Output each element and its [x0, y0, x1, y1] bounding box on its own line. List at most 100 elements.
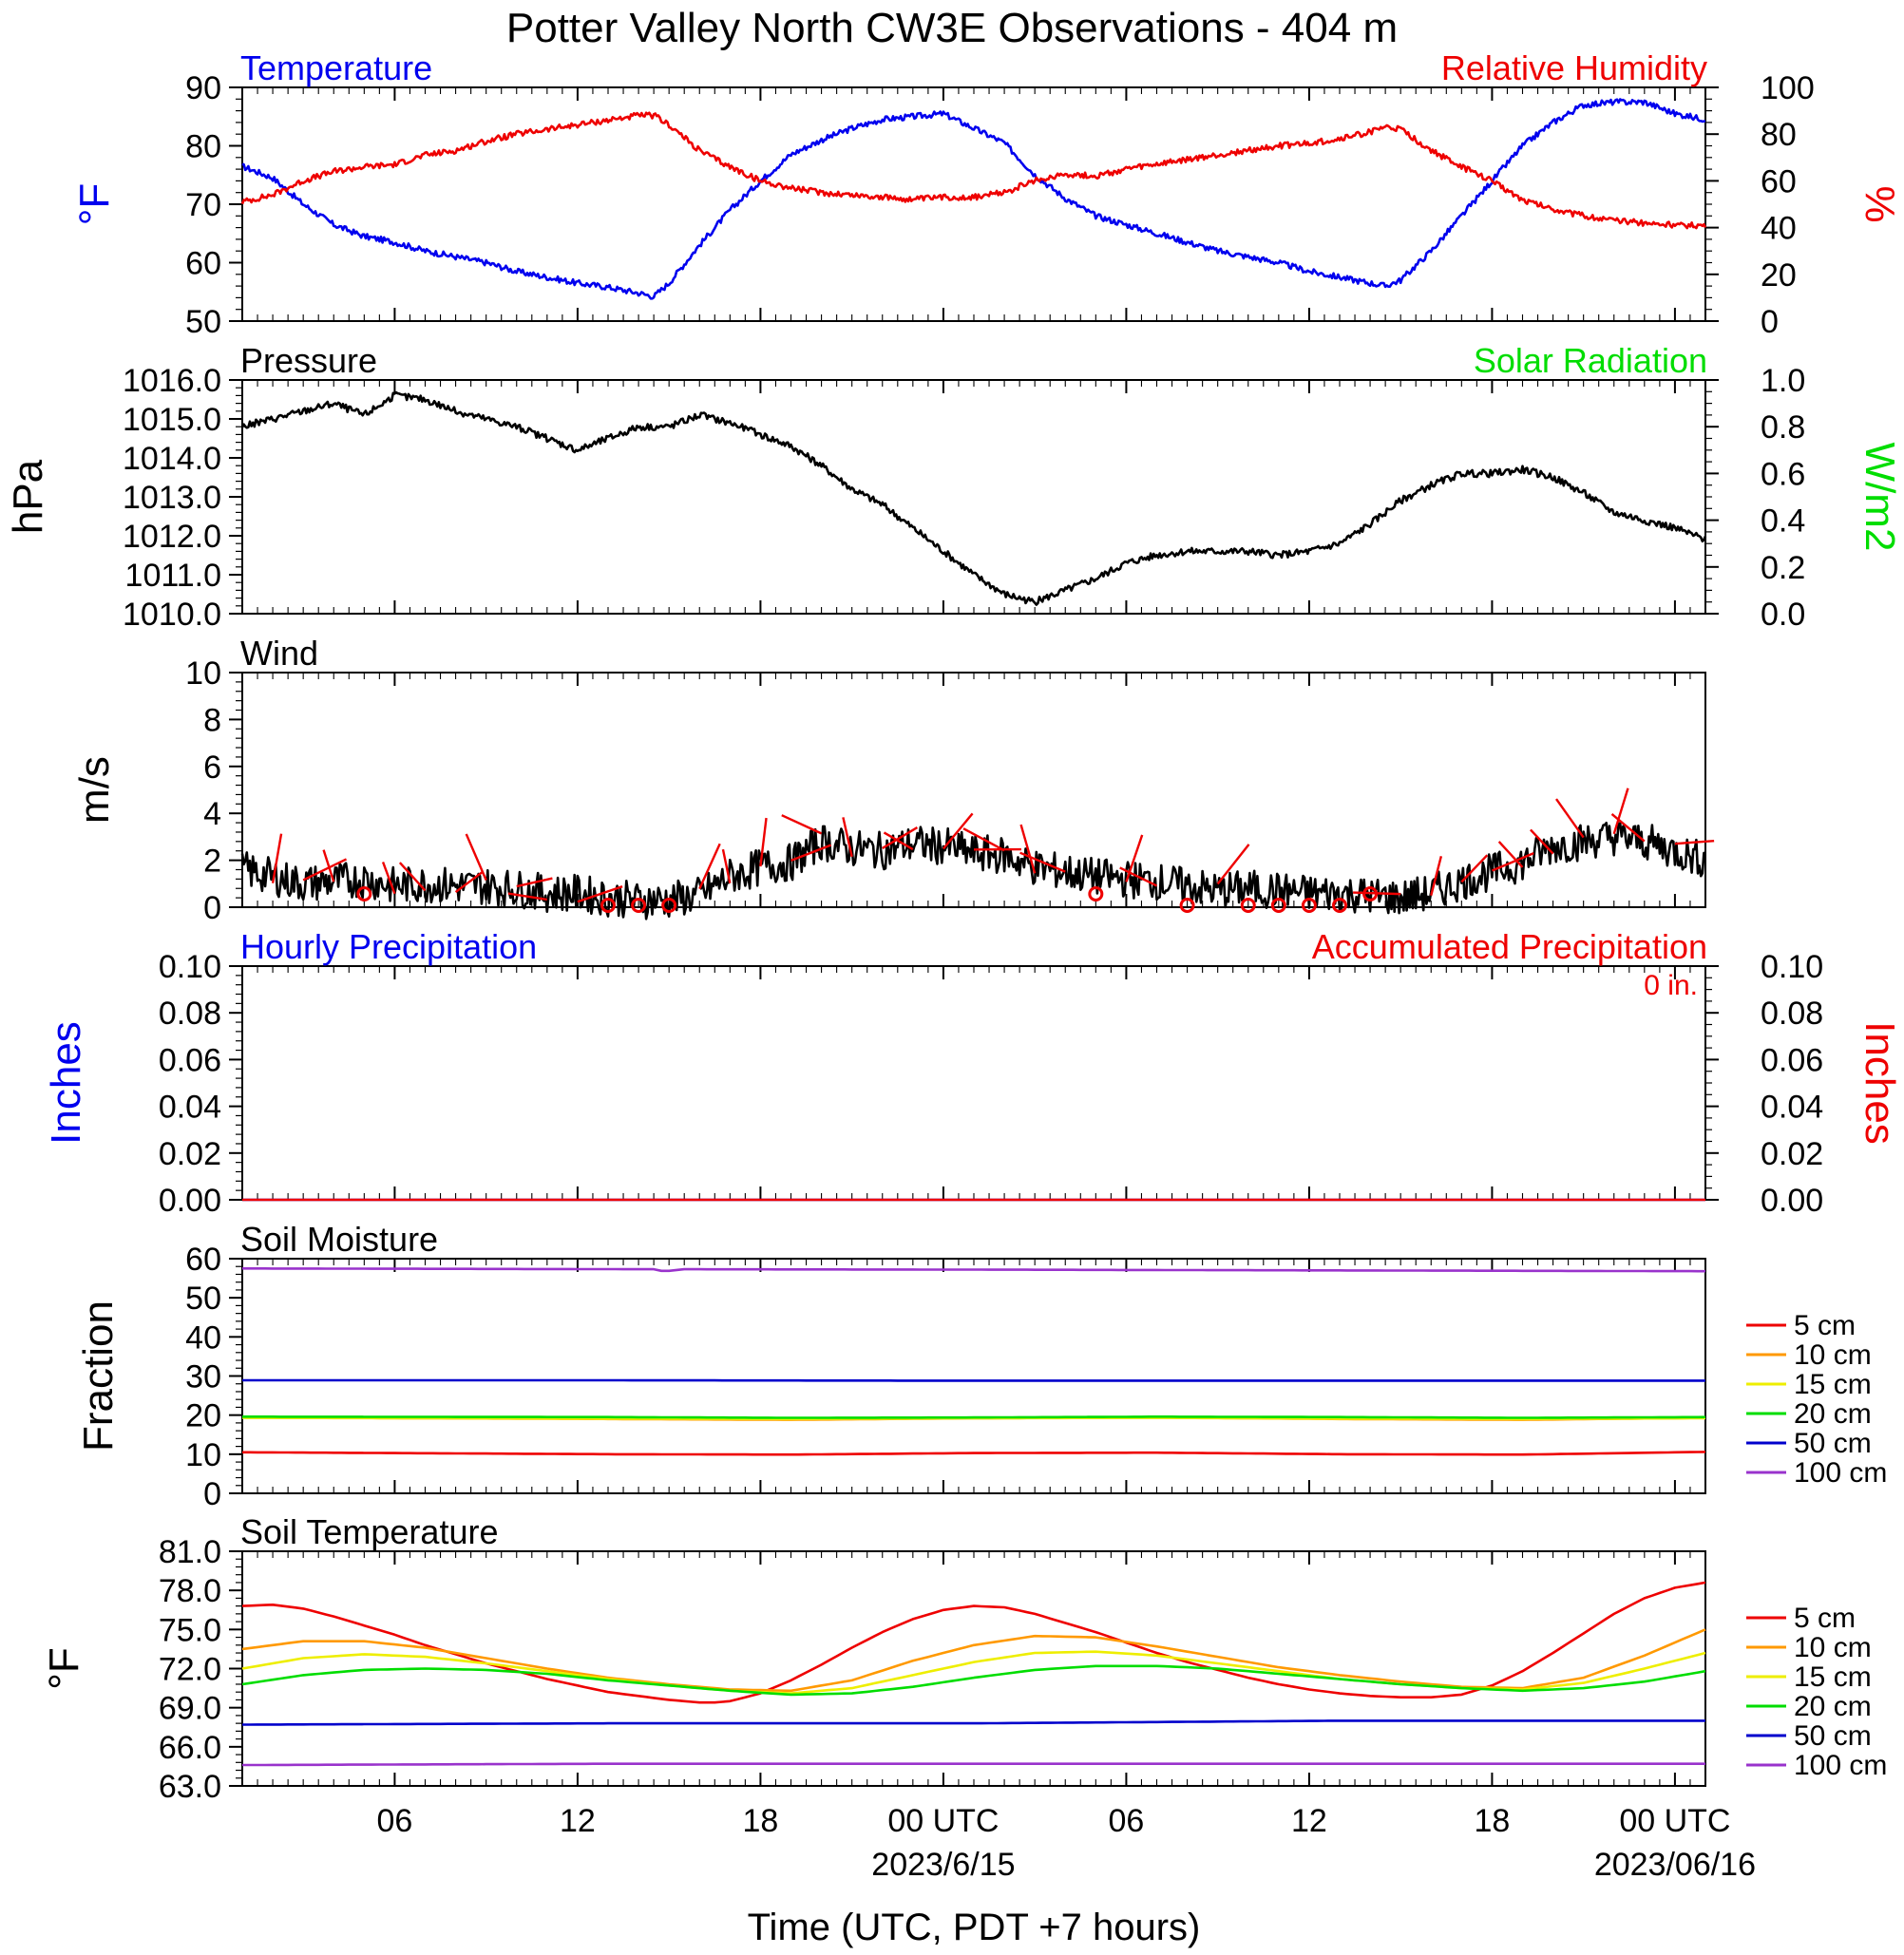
y-tick-label: 80 — [185, 129, 221, 165]
wind-barb — [454, 870, 485, 894]
y-tick-label: 50 — [185, 304, 221, 340]
y-tick-label: 20 — [1761, 257, 1797, 294]
plot-frame — [241, 672, 1706, 908]
y-tick-label: 66.0 — [159, 1730, 221, 1766]
y-tick-label: 0.00 — [159, 1183, 221, 1219]
y-tick-label: 0.0 — [1761, 597, 1805, 633]
wind-barb — [1555, 798, 1585, 839]
calm-wind-marker — [1362, 886, 1379, 902]
wind-barb — [1497, 841, 1524, 868]
series-line-100-cm — [242, 1762, 1705, 1767]
x-tick-label: 12 — [560, 1803, 596, 1839]
y-tick-label: 0.10 — [159, 949, 221, 985]
x-tick-label: 00 UTC — [887, 1803, 999, 1839]
wind-barb — [1460, 854, 1489, 883]
y-tick-label: 10 — [185, 655, 221, 692]
wind-barb — [465, 833, 487, 881]
y-tick-label: 1014.0 — [123, 441, 221, 477]
calm-wind-marker — [600, 898, 616, 913]
legend-label: 5 cm — [1794, 1603, 1856, 1634]
wind-barb — [781, 814, 823, 835]
series-line-50-cm — [242, 1719, 1705, 1726]
wind-barb — [842, 817, 853, 858]
wind-barb — [1125, 834, 1144, 883]
panel-title-right: Accumulated Precipitation — [1312, 927, 1707, 966]
time-axis-label: Time (UTC, PDT +7 hours) — [748, 1907, 1201, 1948]
wind-barb — [1019, 824, 1037, 874]
plot-frame — [241, 86, 1706, 322]
calm-wind-marker — [1332, 898, 1347, 913]
y-tick-label: 69.0 — [159, 1691, 221, 1727]
wind-barb — [1530, 828, 1554, 855]
y-tick-label: 0.08 — [1761, 996, 1823, 1032]
panel-hourly-precipitation: 0.00 0.02 0.04 0.06 0.08 0.10 0.00 0.02 0.04 0.06… — [43, 927, 1903, 1219]
y-tick-label: 70 — [185, 187, 221, 223]
plot-frame — [241, 1258, 1706, 1494]
legend-label: 50 cm — [1794, 1720, 1872, 1752]
y-tick-label: 1015.0 — [123, 402, 221, 438]
legend-label: 100 cm — [1794, 1457, 1887, 1489]
wind-barb — [1674, 839, 1715, 845]
y-tick-label: 0.04 — [1761, 1090, 1823, 1126]
y-tick-label: 10 — [185, 1437, 221, 1473]
series-line-relative-humidity — [240, 111, 1707, 230]
panel-title-left: Pressure — [240, 341, 377, 380]
calm-wind-marker — [1270, 898, 1286, 913]
y-tick-label: 72.0 — [159, 1652, 221, 1688]
wind-barb — [698, 843, 721, 890]
wind-barb — [790, 844, 831, 862]
x-tick-label: 06 — [377, 1803, 413, 1839]
series-line-20-cm — [242, 1415, 1706, 1419]
legend-label: 50 cm — [1794, 1428, 1872, 1459]
calm-wind-marker — [631, 898, 647, 913]
plot-frame — [241, 965, 1706, 1201]
wind-barb — [381, 861, 396, 895]
y-axis-label-left: °F — [71, 183, 118, 225]
panel-temperature: 50 60 70 80 90 0 20 40 60 80 100 Temperature Relativ… — [71, 48, 1903, 340]
wind-barb — [1119, 866, 1158, 887]
panel-title-left: Soil Moisture — [240, 1220, 438, 1259]
panel-title-right: Relative Humidity — [1441, 48, 1707, 87]
wind-barb — [322, 849, 335, 883]
y-tick-label: 63.0 — [159, 1769, 221, 1805]
legend-label: 20 cm — [1794, 1398, 1872, 1430]
wind-barb — [1216, 844, 1250, 885]
wind-barb — [721, 848, 732, 884]
legend-label: 5 cm — [1794, 1310, 1856, 1341]
y-axis-label-left: Fraction — [75, 1300, 122, 1452]
x-tick-label: 06 — [1109, 1803, 1145, 1839]
y-tick-label: 0.02 — [1761, 1136, 1823, 1172]
wind-barb — [507, 892, 548, 902]
y-tick-label: 0.4 — [1761, 503, 1805, 540]
y-tick-label: 90 — [185, 70, 221, 106]
series-line-pressure — [240, 390, 1707, 606]
calm-wind-marker — [1088, 886, 1104, 902]
y-tick-label: 78.0 — [159, 1573, 221, 1609]
y-tick-label: 60 — [1761, 163, 1797, 199]
y-tick-label: 20 — [185, 1398, 221, 1434]
wind-barb — [962, 827, 1005, 852]
y-tick-label: 80 — [1761, 117, 1797, 153]
y-tick-label: 100 — [1761, 70, 1815, 106]
y-tick-label: 0 — [203, 890, 221, 926]
wind-barb — [1612, 788, 1629, 835]
y-tick-label: 60 — [185, 1242, 221, 1278]
wind-barb — [882, 826, 919, 849]
series-line-5-cm — [241, 1581, 1706, 1704]
y-tick-label: 0.08 — [159, 996, 221, 1032]
panel-wind: 0 2 4 6 8 10 Wind m/s — [71, 634, 1715, 926]
y-axis-label-right: % — [1856, 185, 1903, 222]
panel-pressure: 1010.01011.01012.01013.01014.01015.01016… — [5, 341, 1903, 633]
y-tick-label: 0 — [203, 1476, 221, 1512]
y-tick-label: 0.06 — [159, 1042, 221, 1078]
y-tick-label: 40 — [185, 1319, 221, 1356]
wind-barb — [1491, 852, 1534, 872]
y-tick-label: 0.8 — [1761, 409, 1805, 446]
legend-label: 10 cm — [1794, 1339, 1872, 1371]
series-line-10-cm — [241, 1628, 1706, 1693]
y-tick-label: 0.6 — [1761, 456, 1805, 492]
y-tick-label: 60 — [185, 246, 221, 282]
panel-title-left: Soil Temperature — [240, 1512, 498, 1551]
wind-barb — [302, 858, 348, 882]
